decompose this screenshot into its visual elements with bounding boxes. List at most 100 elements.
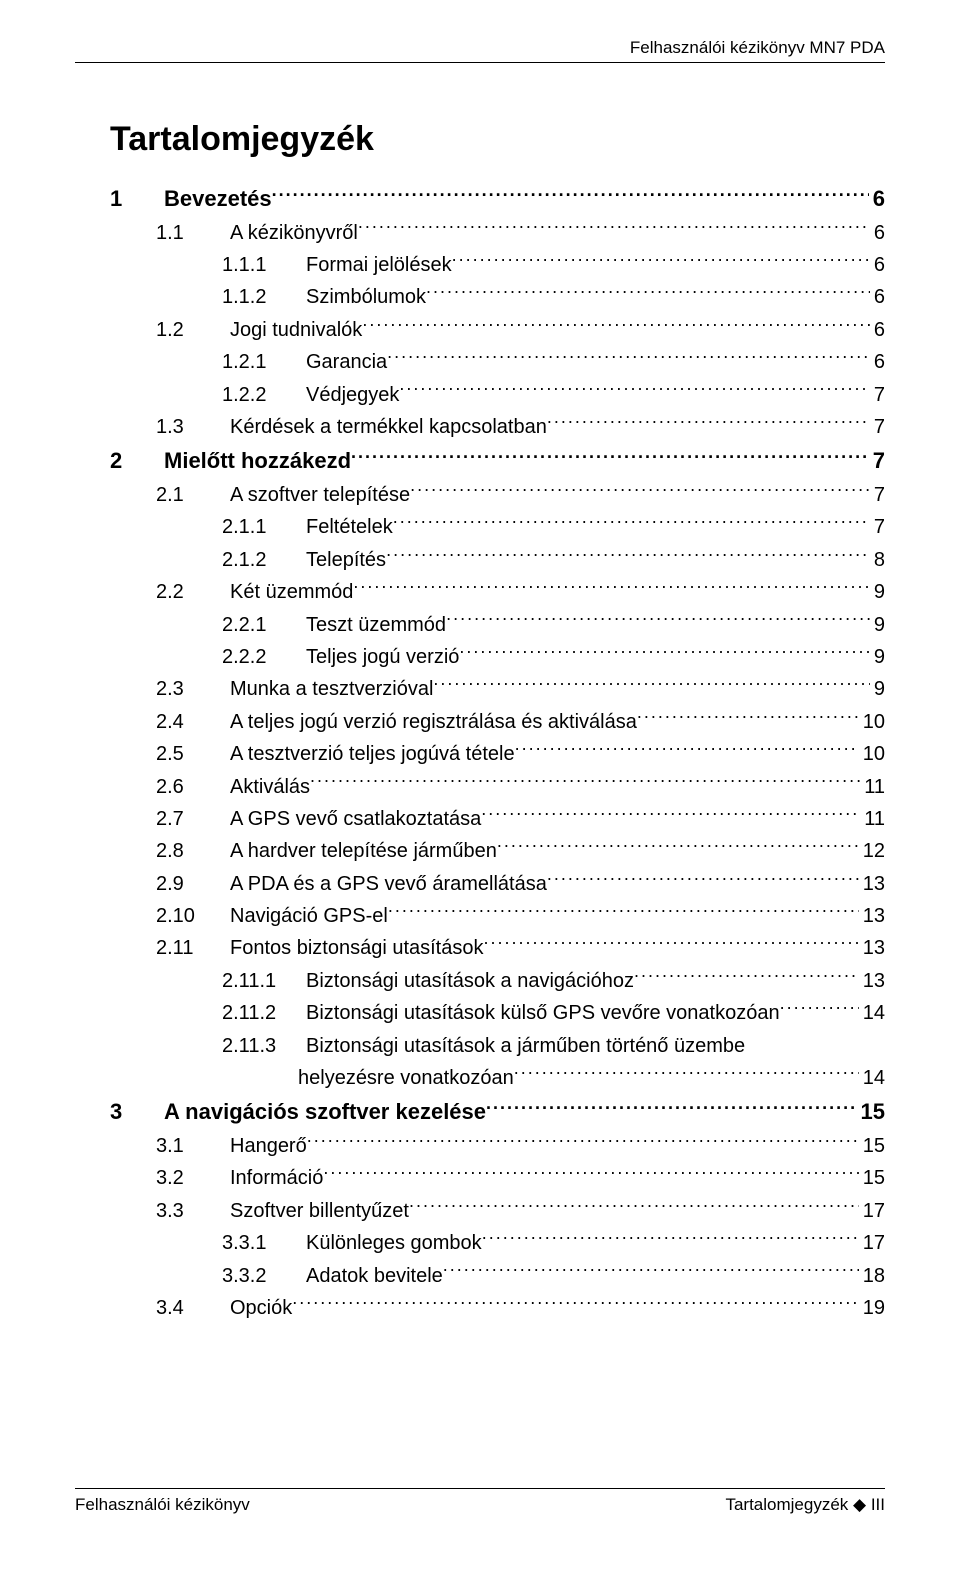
toc-entry: 3.1Hangerő15 [110,1130,885,1162]
toc-leader [547,413,870,433]
toc-entry-page: 7 [869,443,885,479]
toc-leader [515,740,859,760]
toc-entry-number: 3.2 [156,1162,230,1194]
toc-leader [386,546,870,566]
toc-entry-page: 10 [859,706,885,738]
toc-leader [433,675,869,695]
toc-entry-page: 9 [870,576,885,608]
toc-entry-page: 17 [859,1195,885,1227]
toc-leader [446,611,870,631]
toc-entry-title: Különleges gombok [306,1227,482,1259]
content-area: Tartalomjegyzék 1Bevezetés61.1A kéziköny… [110,120,885,1324]
toc-entry-page: 6 [869,181,885,217]
toc-entry-number: 2.9 [156,868,230,900]
toc-entry-page: 8 [870,544,885,576]
toc-entry: 2.4A teljes jogú verzió regisztrálása és… [110,706,885,738]
toc-entry-number: 2.6 [156,771,230,803]
toc-entry-title: Teljes jogú verzió [306,641,459,673]
toc-entry-page: 7 [870,511,885,543]
toc-leader [323,1164,858,1184]
toc-entry-title: Munka a tesztverzióval [230,673,433,705]
toc-entry-page: 10 [859,738,885,770]
toc-entry-title: A PDA és a GPS vevő áramellátása [230,868,547,900]
toc-entry-title: Teszt üzemmód [306,609,446,641]
toc-entry-page: 9 [870,641,885,673]
toc-entry-title: A navigációs szoftver kezelése [164,1094,486,1130]
toc-leader [310,773,860,793]
toc-entry-number: 2.11.1 [222,965,306,997]
toc-entry-page: 7 [870,411,885,443]
toc-entry: 3.3Szoftver billentyűzet 17 [110,1195,885,1227]
footer-bullet-icon: ◆ [853,1495,866,1514]
toc-entry-number: 2.11.3 [222,1030,306,1062]
toc-entry: 2.10Navigáció GPS-el13 [110,900,885,932]
toc-entry-page: 6 [870,281,885,313]
toc-entry-title: Bevezetés [164,181,272,217]
toc-entry: 1Bevezetés6 [110,181,885,217]
toc-entry: 2.11.3Biztonsági utasítások a járműben t… [110,1030,885,1062]
toc-entry-page: 15 [859,1162,885,1194]
toc-entry: 2Mielőtt hozzákezd 7 [110,443,885,479]
toc-leader [351,446,869,468]
toc-leader [452,251,870,271]
toc-entry-number: 1.1.2 [222,281,306,313]
toc-entry-title: Fontos biztonsági utasítások [230,932,483,964]
toc-entry-number: 2.1 [156,479,230,511]
toc-entry: 1.2.2Védjegyek7 [110,379,885,411]
toc-entry-title: Védjegyek [306,379,399,411]
toc-entry: 2.1A szoftver telepítése7 [110,479,885,511]
toc-entry-number: 1.3 [156,411,230,443]
toc-entry-title: Szoftver billentyűzet [230,1195,409,1227]
toc-entry: 3A navigációs szoftver kezelése 15 [110,1094,885,1130]
toc-entry-title: Biztonsági utasítások a járműben történő… [306,1030,745,1062]
toc-entry-number: 3.3.1 [222,1227,306,1259]
toc-entry-title: Aktiválás [230,771,310,803]
toc-entry-page: 19 [859,1292,885,1324]
toc-entry: 1.2.1Garancia6 [110,346,885,378]
header-text: Felhasználói kézikönyv MN7 PDA [630,38,885,57]
toc-entry-title: Két üzemmód [230,576,353,608]
toc-entry-number: 2.8 [156,835,230,867]
toc-entry-title: Telepítés [306,544,386,576]
toc-entry-page: 9 [870,609,885,641]
toc-leader [393,513,870,533]
footer-bar: Felhasználói kézikönyv Tartalomjegyzék ◆… [75,1488,885,1515]
toc-entry-number: 2 [110,443,164,479]
toc-entry-page: 13 [859,932,885,964]
footer-page-number: III [871,1495,885,1514]
toc-entry-title: Mielőtt hozzákezd [164,443,351,479]
toc-entry-page: 9 [870,673,885,705]
toc-entry: 2.9A PDA és a GPS vevő áramellátása 13 [110,868,885,900]
toc-entry-page: 13 [859,868,885,900]
toc-leader [388,902,859,922]
toc-leader [482,1229,859,1249]
toc-entry-title: Formai jelölések [306,249,452,281]
toc-leader [459,643,869,663]
toc-entry-number: 3 [110,1094,164,1130]
toc-leader [486,1097,857,1119]
toc-entry-title: Szimbólumok [306,281,426,313]
toc-entry: 2.1.2Telepítés8 [110,544,885,576]
toc-entry-title: Feltételek [306,511,393,543]
toc-entry-number: 1.1.1 [222,249,306,281]
toc-entry: 3.2Információ15 [110,1162,885,1194]
toc-entry-page: 15 [857,1094,885,1130]
toc-entry: 2.6Aktiválás11 [110,771,885,803]
toc-entry-number: 3.4 [156,1292,230,1324]
toc-entry-title: Jogi tudnivalók [230,314,362,346]
toc-entry-number: 1.2 [156,314,230,346]
toc-entry: 1.1A kézikönyvről6 [110,217,885,249]
toc-entry-number: 2.10 [156,900,230,932]
toc-entry-title: A szoftver telepítése [230,479,410,511]
toc-leader [481,805,860,825]
toc-entry-number: 2.1.1 [222,511,306,543]
toc-entry-number: 3.3 [156,1195,230,1227]
toc-list: 1Bevezetés61.1A kézikönyvről61.1.1Formai… [110,181,885,1324]
toc-entry-number: 2.4 [156,706,230,738]
footer-left: Felhasználói kézikönyv [75,1495,250,1515]
toc-leader [483,934,858,954]
toc-leader [514,1064,859,1084]
toc-leader [443,1262,859,1282]
toc-leader [409,1197,859,1217]
toc-leader [426,283,870,303]
